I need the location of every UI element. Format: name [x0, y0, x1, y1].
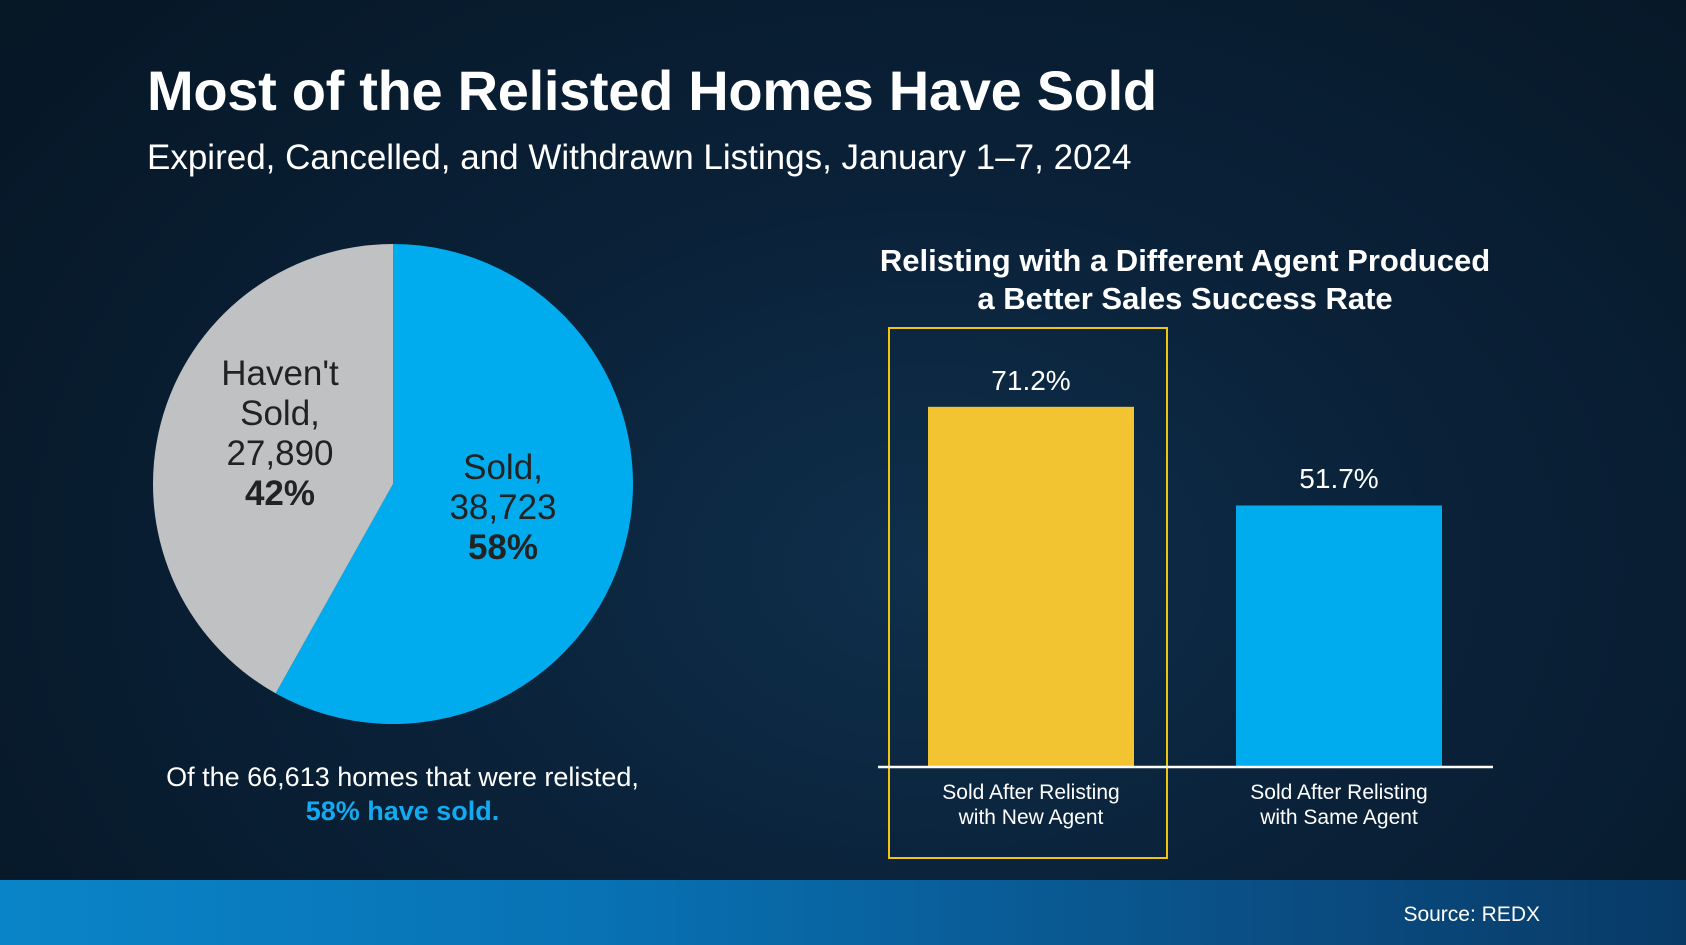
- pie-slice-sold: [275, 244, 633, 724]
- bar-new-agent: [928, 406, 1134, 767]
- pie-label-sold-line: Sold,: [463, 448, 543, 487]
- pie-note-highlight: 58% have sold.: [305, 796, 500, 826]
- pie-slice-unsold: [152, 244, 393, 694]
- pie-label-sold-percent: 58%: [467, 528, 539, 567]
- bar-category-line: Sold After Relisting: [942, 781, 1120, 804]
- pie-label-unsold-value: 27,890: [226, 434, 334, 473]
- bar-category-line: with New Agent: [958, 806, 1104, 829]
- bar-value-label-same-agent: 51.7%: [1299, 463, 1379, 495]
- page-subtitle: Expired, Cancelled, and Withdrawn Listin…: [147, 138, 1132, 177]
- footer-bar: [0, 880, 1686, 945]
- source-note: Source: REDX: [1403, 903, 1540, 926]
- bar-chart-title-line: a Better Sales Success Rate: [977, 281, 1393, 316]
- pie-note-text: Of the 66,613 homes that were relisted,: [166, 762, 639, 792]
- pie-label-sold: Sold, 38,723 58%: [418, 448, 588, 568]
- pie-note: Of the 66,613 homes that were relisted, …: [130, 760, 675, 828]
- bar-value-label-new-agent: 71.2%: [991, 364, 1071, 396]
- bar-category-line: with Same Agent: [1260, 806, 1418, 829]
- bar-same-agent: [1236, 505, 1442, 767]
- bar-category-line: Sold After Relisting: [1250, 781, 1428, 804]
- bar-chart-title: Relisting with a Different Agent Produce…: [840, 242, 1530, 318]
- pie-label-sold-value: 38,723: [449, 488, 557, 527]
- pie-label-unsold-line: Sold,: [240, 394, 320, 433]
- highlight-box: [888, 327, 1168, 859]
- pie-label-unsold-line: Haven't: [221, 354, 339, 393]
- bar-category-label-new-agent: Sold After Relisting with New Agent: [906, 780, 1156, 830]
- pie-label-unsold: Haven't Sold, 27,890 42%: [180, 354, 380, 514]
- pie-label-unsold-percent: 42%: [244, 474, 316, 513]
- bar-chart-title-line: Relisting with a Different Agent Produce…: [879, 243, 1491, 278]
- bar-category-label-same-agent: Sold After Relisting with Same Agent: [1214, 780, 1464, 830]
- page-title: Most of the Relisted Homes Have Sold: [147, 59, 1157, 122]
